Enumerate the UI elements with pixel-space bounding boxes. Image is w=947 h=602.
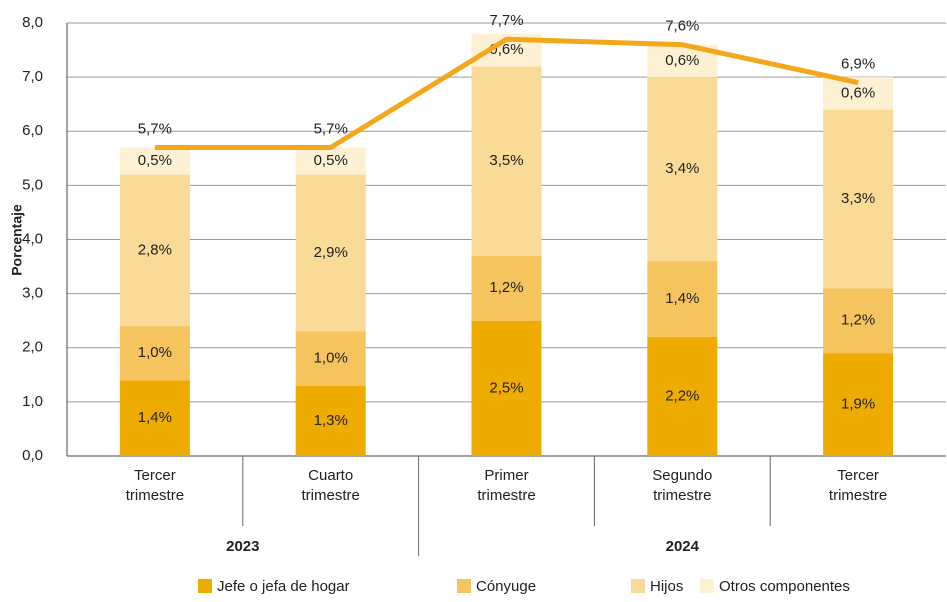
bar-segment [295, 147, 366, 175]
data-label: 1,0% [138, 344, 172, 361]
total-label: 6,9% [841, 56, 875, 73]
x-tick-label: Tercer trimestre [126, 467, 184, 504]
data-label: 1,4% [138, 409, 172, 426]
bar-segment [295, 385, 366, 456]
bar-segment [119, 147, 190, 175]
x-tick-label: Segundo trimestre [652, 467, 712, 504]
bar-segment [295, 174, 366, 332]
y-tick-label: 3,0 [22, 285, 43, 302]
bar-segment [647, 77, 718, 262]
data-label: 1,2% [841, 312, 875, 329]
data-label: 3,3% [841, 190, 875, 207]
total-line [154, 36, 859, 150]
x-tick-label: Primer trimestre [477, 467, 535, 504]
bar-segment [647, 336, 718, 456]
bar-segment [471, 66, 542, 256]
x-tick-label: Tercer trimestre [829, 467, 887, 504]
y-tick-label: 4,0 [22, 230, 43, 247]
data-label: 2,9% [314, 244, 348, 261]
group-label: 2023 [226, 538, 259, 555]
bar-segment [295, 331, 366, 386]
data-label: 2,2% [665, 387, 699, 404]
data-label: 1,3% [314, 412, 348, 429]
total-label: 7,7% [489, 12, 523, 29]
data-label: 0,5% [138, 152, 172, 169]
legend-label: Cónyuge [476, 578, 536, 595]
bar-segment [471, 320, 542, 456]
bar-segment [119, 326, 190, 381]
data-label: 1,2% [489, 279, 523, 296]
data-label: 0,6% [665, 52, 699, 69]
data-label: 0,6% [841, 84, 875, 101]
data-label: 3,5% [489, 152, 523, 169]
legend-label: Hijos [650, 578, 683, 595]
bar-segment [471, 255, 542, 321]
data-label: 1,4% [665, 290, 699, 307]
group-label: 2024 [666, 538, 700, 555]
legend-swatch [700, 579, 714, 593]
legend-label: Jefe o jefa de hogar [217, 578, 350, 595]
total-label: 5,7% [138, 120, 172, 137]
data-label: 2,5% [489, 379, 523, 396]
data-label: 3,4% [665, 160, 699, 177]
data-label: 2,8% [138, 241, 172, 258]
bar-segment [119, 380, 190, 456]
y-tick-label: 8,0 [22, 14, 43, 31]
y-tick-label: 6,0 [22, 122, 43, 139]
legend-swatch [198, 579, 212, 593]
bar-segment [119, 174, 190, 327]
total-label: 5,7% [314, 120, 348, 137]
y-tick-label: 2,0 [22, 339, 43, 356]
x-tick-label: Cuarto trimestre [302, 467, 360, 504]
legend-swatch [631, 579, 645, 593]
data-label: 1,9% [841, 396, 875, 413]
y-tick-label: 0,0 [22, 447, 43, 464]
bar-segment [647, 261, 718, 337]
y-tick-label: 1,0 [22, 393, 43, 410]
y-tick-label: 5,0 [22, 176, 43, 193]
data-label: 0,5% [314, 152, 348, 169]
y-tick-label: 7,0 [22, 68, 43, 85]
y-axis-label: Porcentaje [9, 204, 25, 276]
bar-segment [823, 109, 894, 289]
data-label: 1,0% [314, 350, 348, 367]
bar-segment [823, 288, 894, 354]
bar-segment [823, 353, 894, 456]
total-label: 7,6% [665, 18, 699, 35]
legend-label: Otros componentes [719, 578, 850, 595]
legend-swatch [457, 579, 471, 593]
